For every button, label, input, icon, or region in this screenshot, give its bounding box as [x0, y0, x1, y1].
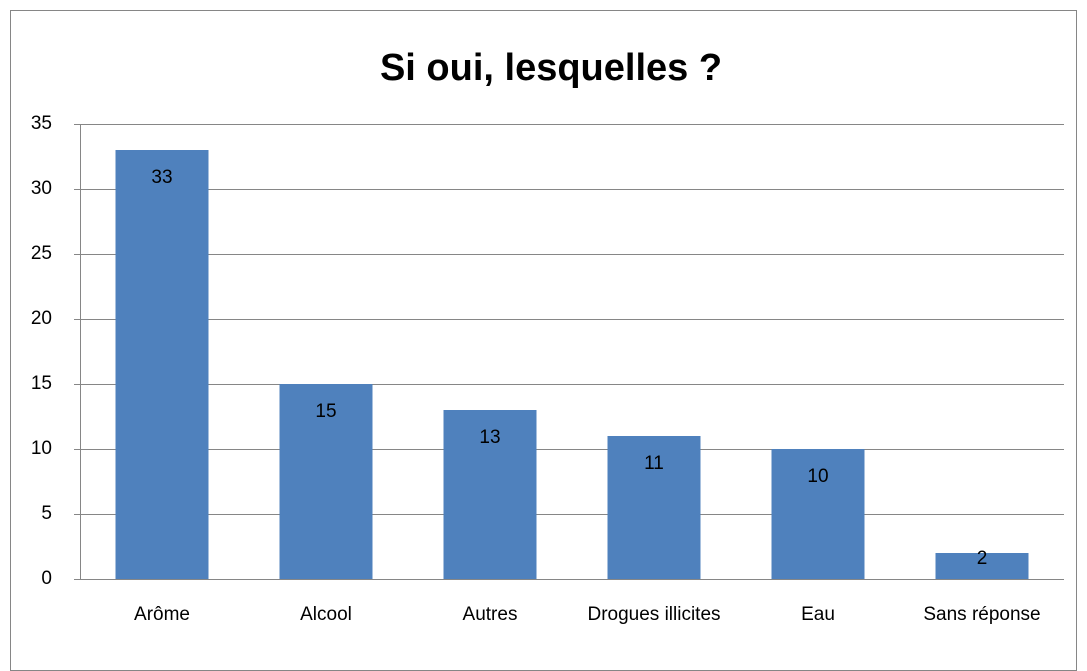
x-tick-label: Sans réponse — [923, 604, 1040, 625]
data-label: 10 — [807, 466, 828, 487]
y-tick-label: 20 — [31, 308, 52, 329]
data-label: 15 — [315, 401, 336, 422]
y-tick-label: 30 — [31, 178, 52, 199]
x-tick-label: Arôme — [134, 604, 190, 625]
x-tick-label: Autres — [463, 604, 518, 625]
data-label: 13 — [479, 427, 500, 448]
y-tick-label: 25 — [31, 243, 52, 264]
bar — [443, 410, 537, 579]
y-tick-label: 35 — [31, 113, 52, 134]
y-tick-label: 5 — [41, 503, 52, 524]
bar — [935, 553, 1029, 579]
x-tick-label: Drogues illicites — [587, 604, 720, 625]
bar — [279, 384, 373, 579]
y-tick-label: 10 — [31, 438, 52, 459]
bar — [607, 436, 701, 579]
data-label: 33 — [151, 167, 172, 188]
y-tick-label: 15 — [31, 373, 52, 394]
x-tick-label: Alcool — [300, 604, 352, 625]
y-tick-label: 0 — [41, 568, 52, 589]
chart-title: Si oui, lesquelles ? — [380, 47, 722, 89]
bar — [771, 449, 865, 579]
data-label: 2 — [977, 548, 988, 569]
bar — [115, 150, 209, 579]
x-tick-label: Eau — [801, 604, 835, 625]
data-label: 11 — [644, 453, 664, 474]
